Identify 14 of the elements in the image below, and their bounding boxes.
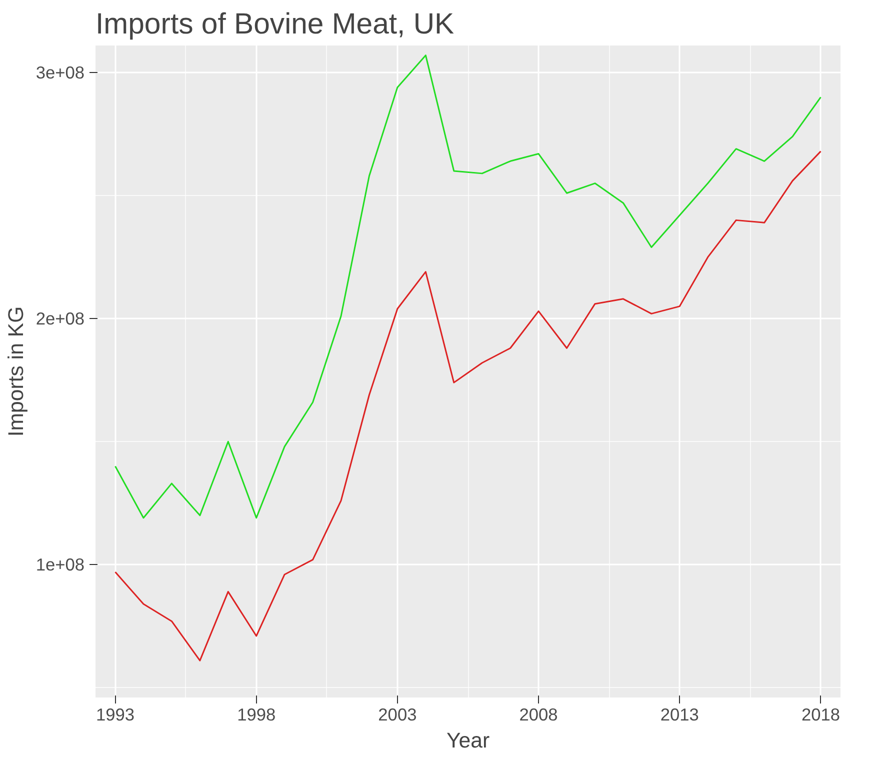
y-tick-label: 1e+08: [36, 554, 85, 575]
line-series: [114, 54, 822, 519]
y-tick-label: 2e+08: [36, 308, 85, 329]
x-tick-label: 1998: [237, 704, 276, 724]
x-tick-label: 1993: [96, 704, 135, 724]
x-tick-label: 2013: [660, 704, 699, 724]
x-tick-label: 2018: [801, 704, 840, 724]
chart-title: Imports of Bovine Meat, UK: [96, 8, 455, 40]
y-tick-label: 3e+08: [36, 62, 85, 83]
y-axis-title: Imports in KG: [4, 306, 28, 437]
x-tick-label: 2008: [519, 704, 558, 724]
x-tick-label: 2003: [378, 704, 417, 724]
line-series: [114, 150, 822, 662]
x-axis-title: Year: [446, 728, 490, 752]
